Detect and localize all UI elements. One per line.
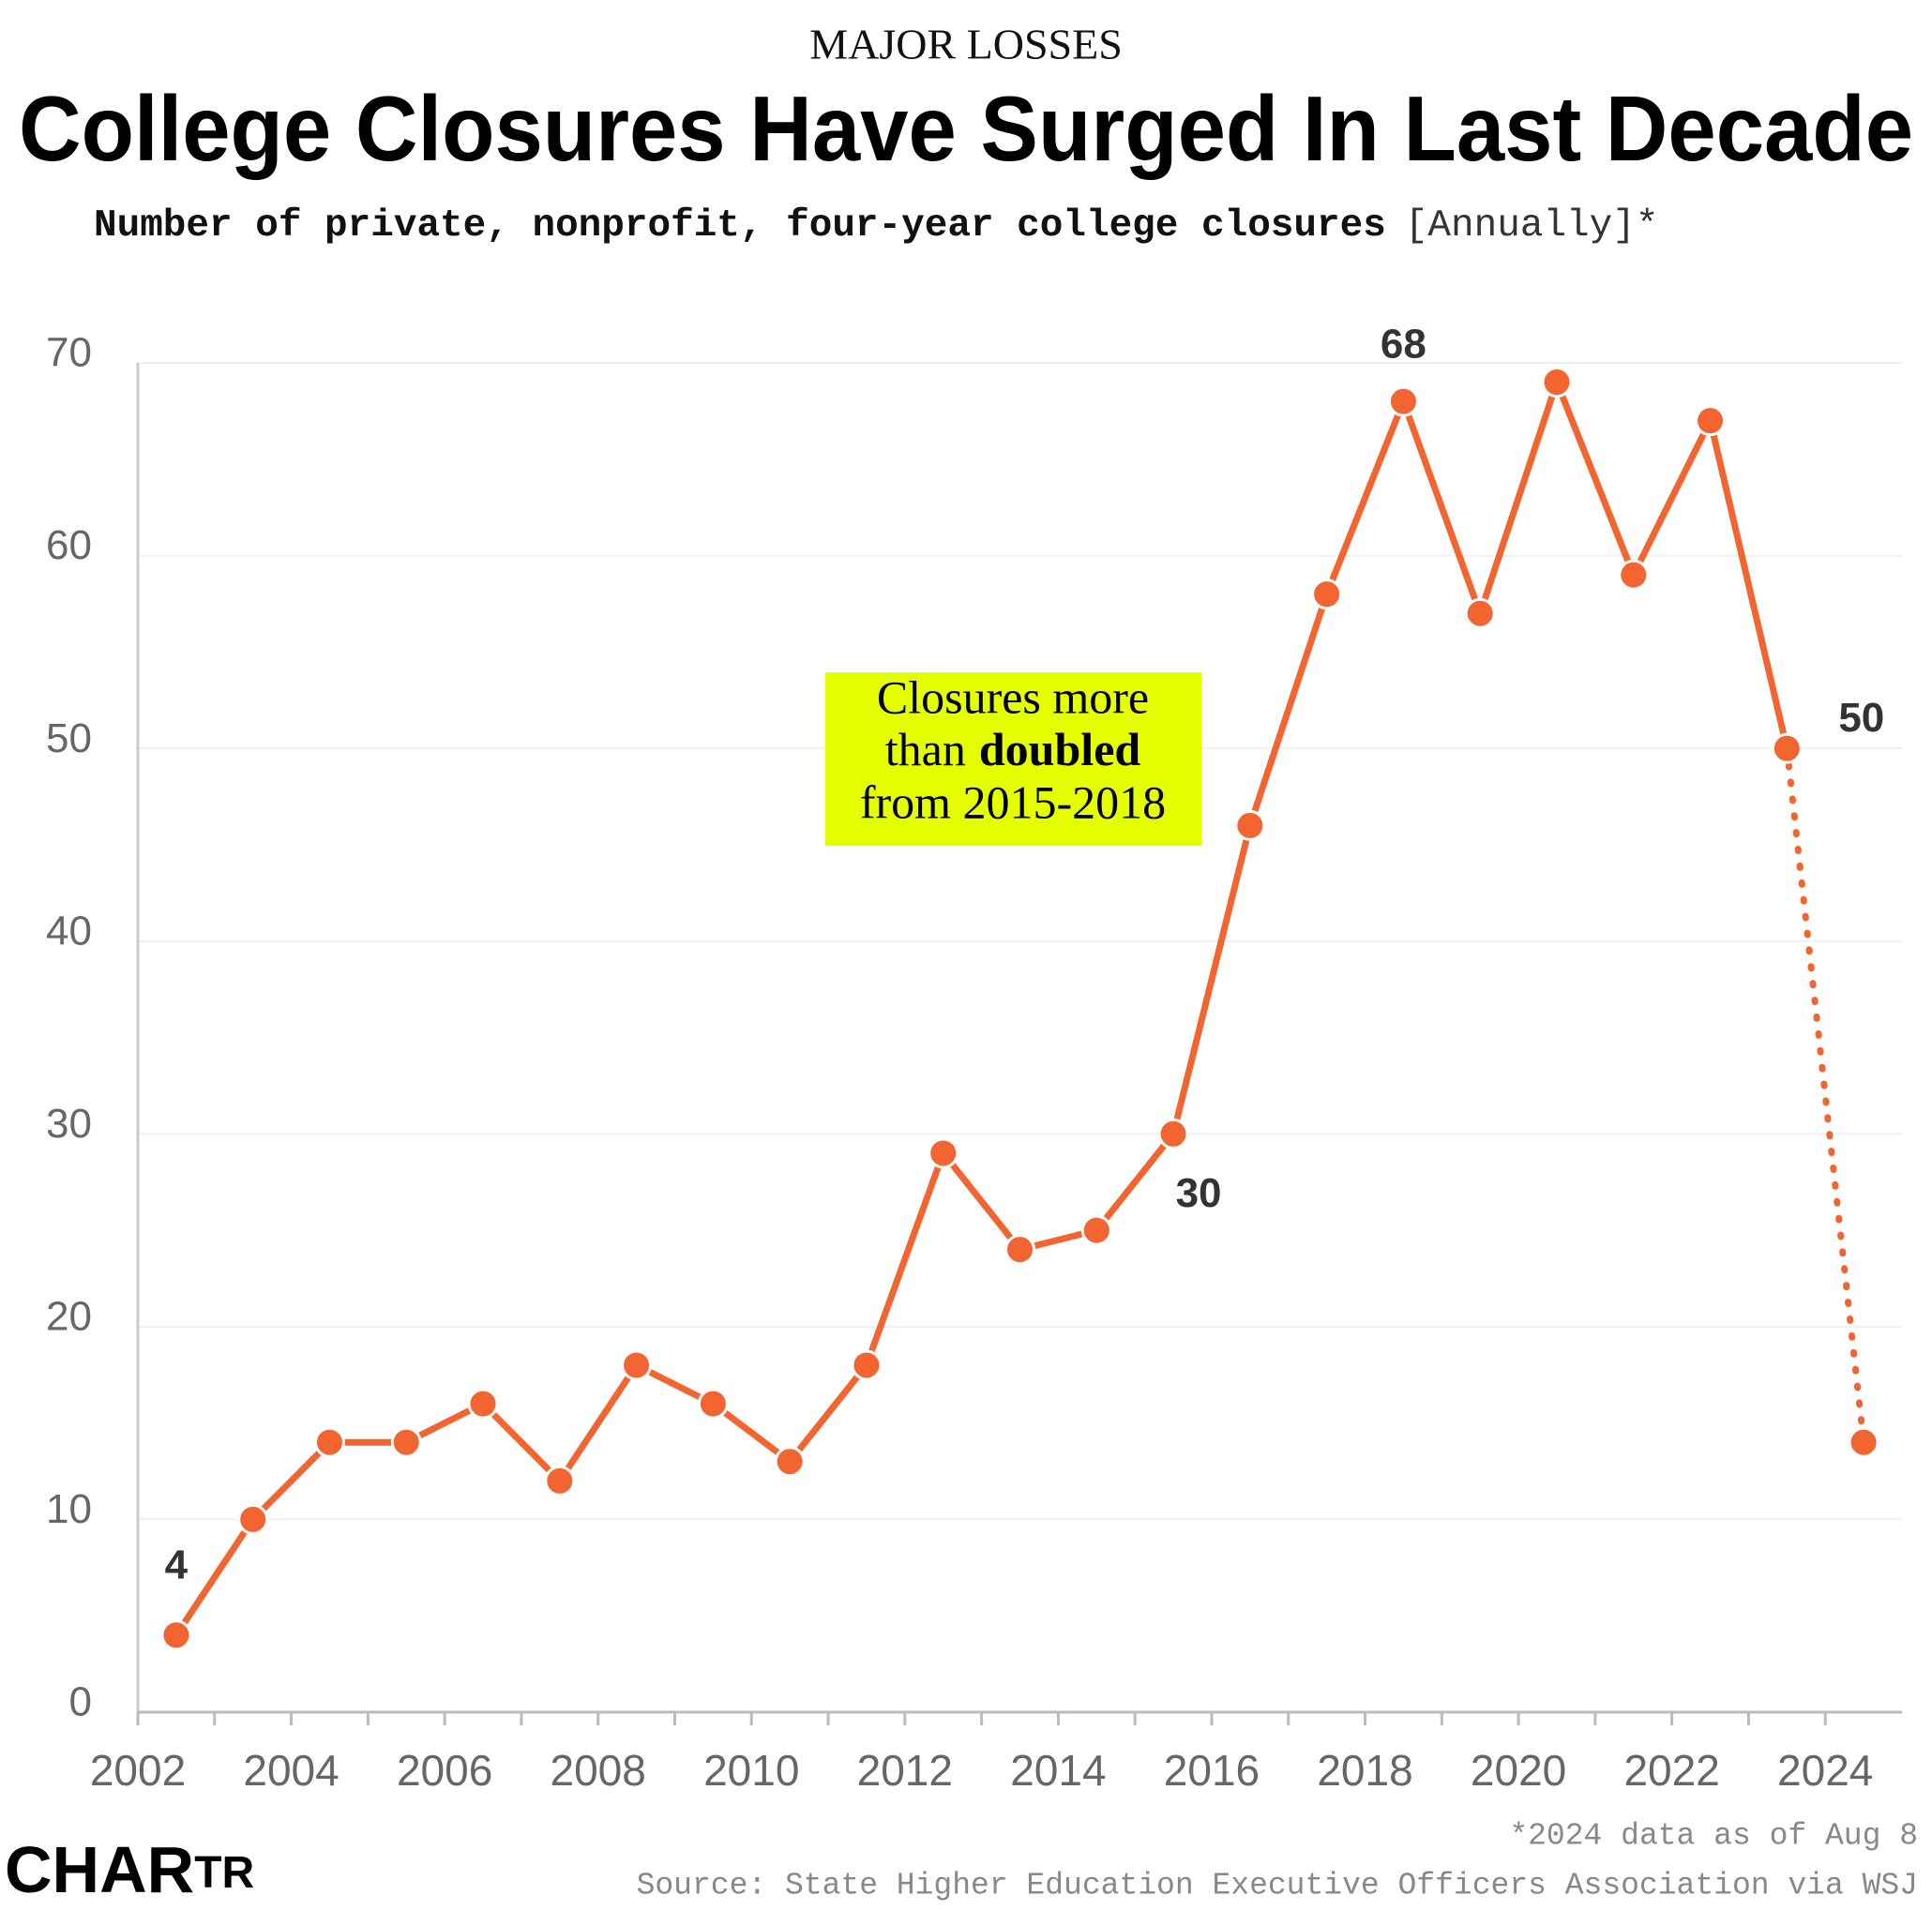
point — [1311, 579, 1343, 610]
source: Source: State Higher Education Executive… — [637, 1869, 1918, 1903]
x-tick-label: 2008 — [551, 1746, 646, 1795]
x-tick-label: 2014 — [1010, 1746, 1106, 1795]
subtitle: Number of private, nonprofit, four-year … — [94, 204, 1386, 248]
line-dotted — [1783, 744, 1867, 1446]
x-tick-label: 2006 — [397, 1746, 492, 1795]
plot-area: 0 10 20 30 40 50 60 70 2002 2004 2006 2008 2010 2012 2… — [46, 322, 1902, 1795]
point — [851, 1349, 883, 1381]
point — [237, 1503, 269, 1535]
y-tick-label: 30 — [46, 1101, 92, 1147]
y-tick-label: 70 — [46, 330, 92, 376]
point — [1080, 1214, 1112, 1246]
y-tick-label: 40 — [46, 908, 92, 954]
x-tick-label: 2010 — [703, 1746, 799, 1795]
subtitle-note: [Annually]* — [1405, 204, 1659, 248]
annotation-bold: doubled — [979, 723, 1141, 775]
point — [390, 1426, 422, 1458]
point — [544, 1465, 576, 1496]
value-label: 50 — [1838, 695, 1884, 741]
point — [774, 1446, 806, 1478]
point — [621, 1349, 653, 1381]
y-tick-label: 10 — [46, 1486, 92, 1532]
value-label: 4 — [165, 1542, 189, 1587]
x-tick-label: 2024 — [1777, 1746, 1873, 1795]
point — [1464, 597, 1496, 629]
point — [1848, 1426, 1879, 1458]
point — [928, 1137, 959, 1169]
kicker: MAJOR LOSSES — [809, 21, 1123, 68]
line — [173, 379, 1790, 1639]
point — [467, 1388, 499, 1420]
brand-part: TR — [194, 1848, 254, 1898]
point — [1234, 809, 1266, 841]
chart-title: College Closures Have Surged In Last Dec… — [19, 77, 1913, 180]
y-tick-label: 60 — [46, 522, 92, 568]
annotation-text: than — [885, 723, 966, 775]
x-tick-label: 2018 — [1317, 1746, 1412, 1795]
brand-part: CHAR — [5, 1833, 194, 1906]
x-tick-label: 2016 — [1164, 1746, 1260, 1795]
point — [1695, 405, 1727, 437]
value-label: 30 — [1176, 1170, 1222, 1216]
y-tick-label: 50 — [46, 715, 92, 761]
annotation-text: than doubled — [885, 723, 1141, 775]
x-tick-label: 2002 — [90, 1746, 186, 1795]
annotation-text: Closures more — [877, 670, 1149, 723]
brand-logo: CHARTR — [5, 1833, 254, 1906]
point — [313, 1426, 345, 1458]
point — [1771, 732, 1803, 764]
point — [1618, 559, 1650, 591]
y-tick-label: 0 — [69, 1679, 92, 1725]
point — [697, 1388, 729, 1420]
point — [1541, 367, 1573, 399]
point — [1004, 1234, 1035, 1266]
subtitle-group: Number of private, nonprofit, four-year … — [94, 204, 1658, 248]
x-tick-label: 2022 — [1623, 1746, 1719, 1795]
annotation-box — [825, 672, 1201, 846]
x-tick-label: 2012 — [857, 1746, 953, 1795]
footnote: *2024 data as of Aug 8 — [1509, 1819, 1918, 1854]
point — [1387, 385, 1419, 417]
y-tick-label: 20 — [46, 1293, 92, 1339]
x-tick-label: 2004 — [243, 1746, 339, 1795]
point — [160, 1619, 192, 1651]
point — [1157, 1118, 1189, 1150]
annotation-text: from 2015-2018 — [860, 775, 1166, 828]
x-tick-label: 2020 — [1471, 1746, 1566, 1795]
value-label: 68 — [1381, 322, 1426, 368]
